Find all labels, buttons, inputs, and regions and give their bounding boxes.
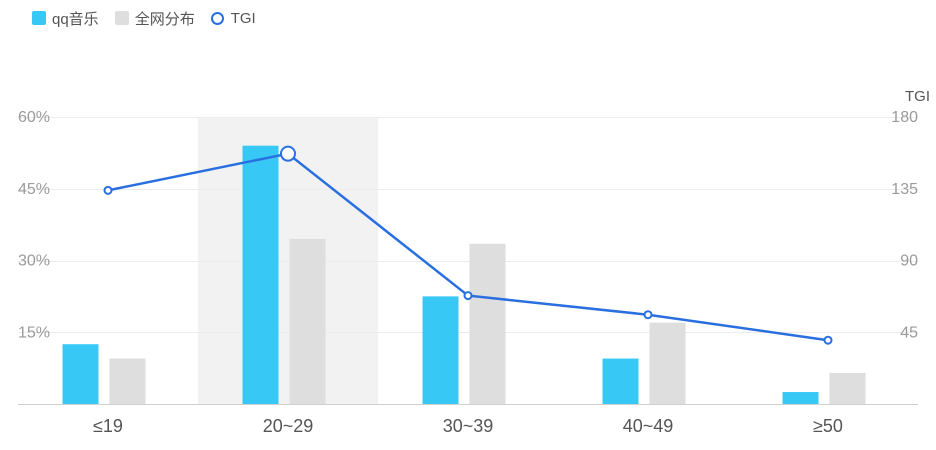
- right-axis-tick: 90: [900, 253, 918, 270]
- bar-all-network: [289, 238, 326, 404]
- bar-all-network: [469, 243, 506, 404]
- tgi-point: [280, 145, 296, 162]
- legend-label-tgi: TGI: [230, 9, 256, 27]
- legend-swatch-all-network: [114, 11, 129, 25]
- legend-item-tgi[interactable]: TGI: [210, 9, 256, 27]
- legend-label-qq-music: qq音乐: [52, 10, 99, 28]
- right-axis-tick: 180: [891, 109, 918, 126]
- bar-qq-music: [242, 145, 279, 404]
- x-axis-tick: 30~39: [443, 416, 494, 436]
- tgi-point: [823, 335, 833, 345]
- bar-qq-music: [62, 344, 99, 404]
- bar-qq-music: [782, 392, 819, 404]
- x-axis-tick: ≤19: [93, 416, 123, 436]
- x-axis-tick: ≥50: [813, 416, 843, 436]
- bar-qq-music: [602, 358, 639, 404]
- left-axis-tick: 30%: [18, 253, 50, 270]
- x-axis-tick: 40~49: [623, 416, 674, 436]
- left-axis-tick: 15%: [18, 324, 50, 341]
- right-axis-label: TGI: [905, 88, 930, 105]
- bar-all-network: [109, 358, 146, 404]
- right-axis-tick: 135: [891, 181, 918, 198]
- bar-all-network: [829, 372, 866, 404]
- tgi-point: [643, 310, 653, 320]
- legend-item-all-network[interactable]: 全网分布: [114, 8, 195, 29]
- bar-all-network: [649, 322, 686, 404]
- legend-label-all-network: 全网分布: [134, 10, 195, 28]
- bar-qq-music: [422, 296, 459, 404]
- right-axis-tick: 45: [900, 324, 918, 341]
- left-axis-tick: 60%: [18, 109, 50, 126]
- legend-item-qq-music[interactable]: qq音乐: [32, 8, 99, 29]
- legend-swatch-qq-music: [32, 11, 46, 25]
- x-axis-tick: 20~29: [263, 416, 314, 436]
- tgi-point: [463, 291, 473, 301]
- tgi-point: [103, 185, 113, 195]
- legend: qq音乐 全网分布 TGI: [32, 6, 272, 30]
- legend-swatch-tgi: [210, 11, 224, 25]
- left-axis-tick: 45%: [18, 181, 50, 198]
